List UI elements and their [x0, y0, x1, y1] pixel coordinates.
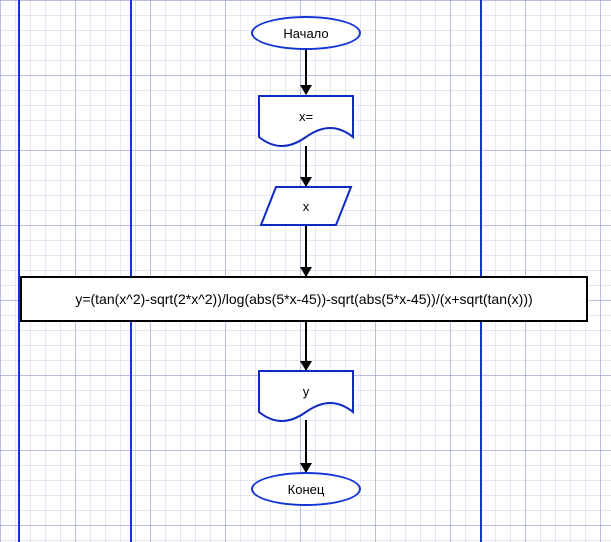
arrow-5 [305, 420, 307, 472]
node-start-label: Начало [283, 26, 328, 41]
node-doc-x [258, 95, 354, 149]
arrow-4 [305, 322, 307, 370]
node-start: Начало [251, 16, 361, 50]
arrow-1 [305, 50, 307, 94]
node-process-label: y=(tan(x^2)-sqrt(2*x^2))/log(abs(5*x-45)… [75, 291, 532, 307]
arrow-3 [305, 226, 307, 276]
node-doc-y [258, 370, 354, 424]
guide-line-left [18, 0, 20, 542]
node-end: Конец [251, 472, 361, 506]
guide-line-right [480, 0, 482, 542]
arrow-2 [305, 146, 307, 186]
guide-line-mid [130, 0, 132, 542]
node-process: y=(tan(x^2)-sqrt(2*x^2))/log(abs(5*x-45)… [20, 276, 588, 322]
node-input-x [260, 186, 352, 226]
node-end-label: Конец [288, 482, 325, 497]
